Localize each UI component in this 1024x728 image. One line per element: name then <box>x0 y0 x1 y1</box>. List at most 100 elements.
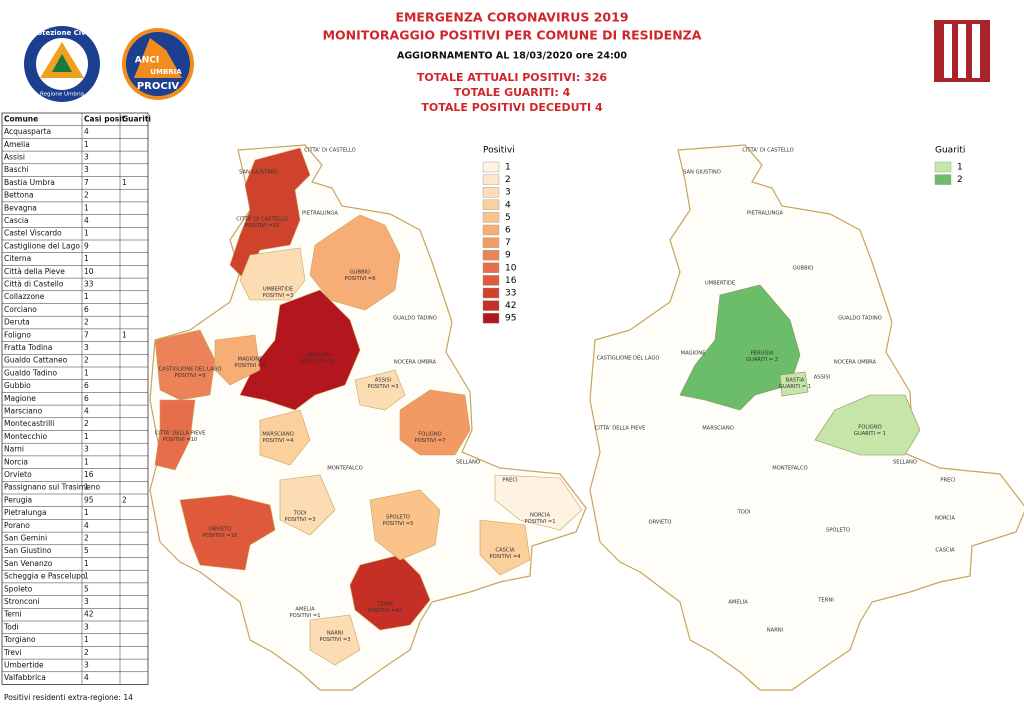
legend-label: 5 <box>505 213 511 223</box>
legend-swatch <box>934 174 952 185</box>
legend-label: 3 <box>505 188 511 198</box>
table-cell: 2 <box>122 495 127 504</box>
table-cell: Stronconi <box>4 597 40 606</box>
municipality-area <box>354 369 406 411</box>
table-cell: 1 <box>84 254 89 263</box>
municipality-label: AMELIA <box>728 600 748 606</box>
map-outline <box>589 144 1024 691</box>
municipality-area <box>399 389 471 456</box>
municipality-label: ASSISI <box>375 377 392 383</box>
table-cell: Collazzone <box>4 292 45 301</box>
table-cell: 7 <box>84 178 89 187</box>
table-cell: Scheggia e Pascelupo <box>4 572 86 581</box>
municipality-area <box>154 399 196 471</box>
table-cell: 3 <box>84 660 89 669</box>
municipality-label: NARNI <box>327 630 344 636</box>
logo-text: UMBRIA <box>150 68 182 76</box>
table-cell: 4 <box>84 127 89 136</box>
table-cell: 2 <box>84 318 89 327</box>
municipality-area <box>179 494 276 571</box>
table-cell: 3 <box>84 165 89 174</box>
municipality-label: ORVIETO <box>208 526 231 532</box>
table-cell: Passignano sul Trasimeno <box>4 483 100 492</box>
legend-swatch <box>482 212 500 223</box>
legend-label: 33 <box>505 289 516 299</box>
legend-label: 95 <box>505 314 516 324</box>
table-cell: Amelia <box>4 140 30 149</box>
legend-swatch <box>482 237 500 248</box>
table-cell: Magione <box>4 394 36 403</box>
municipality-label: NOCERA UMBRA <box>834 360 877 366</box>
table-cell: Deruta <box>4 318 30 327</box>
legend-label: 4 <box>505 200 511 210</box>
subtitle: MONITORAGGIO POSITIVI PER COMUNE DI RESI… <box>323 28 702 43</box>
municipality-label: CASTIGLIONE DEL LAGO <box>597 356 660 362</box>
municipality-area <box>369 489 441 561</box>
municipality-area <box>229 147 311 281</box>
table-cell: 2 <box>84 648 89 657</box>
municipality-label: GUARITI = 1 <box>779 384 811 390</box>
total-positives: TOTALE ATTUALI POSITIVI: 326 <box>417 71 607 84</box>
table-cell: 1 <box>84 140 89 149</box>
municipality-label: CITTA' DI CASTELLO <box>304 148 355 154</box>
table-cell: 5 <box>84 584 89 593</box>
municipality-label: POSITIVI =3 <box>367 384 398 390</box>
logo-anci: ANCI UMBRIA PROCIV <box>122 28 194 100</box>
municipality-area <box>279 474 336 536</box>
municipality-area <box>479 519 531 576</box>
table-cell: 4 <box>84 673 89 682</box>
table-cell: Montecchio <box>4 432 47 441</box>
table-cell: San Venanzo <box>4 559 53 568</box>
table-cell: Trevi <box>3 648 22 657</box>
municipality-area <box>309 614 361 666</box>
table-cell: 3 <box>84 152 89 161</box>
table-footer: Positivi residenti extra-regione: 14 <box>4 693 133 702</box>
table-cell: Corciano <box>4 305 37 314</box>
municipality-label: BASTIA <box>786 377 805 383</box>
table-cell: 6 <box>84 394 89 403</box>
table-cell: 42 <box>84 610 94 619</box>
table-cell: Narni <box>4 445 24 454</box>
municipality-label: SPOLETO <box>826 528 850 534</box>
municipality-label: POSITIVI =3 <box>284 517 315 523</box>
municipality-area <box>214 334 261 386</box>
municipality-label: TERNI <box>376 601 393 607</box>
legend-label: 7 <box>505 238 511 248</box>
column-header: Guariti <box>122 114 151 123</box>
table-cell: Gualdo Tadino <box>4 368 58 377</box>
table-cell: Gubbio <box>4 381 31 390</box>
municipality-label: MARSCIANO <box>262 431 294 437</box>
municipality-label: SPOLETO <box>386 514 410 520</box>
municipality-label: PERUGIA <box>307 352 330 358</box>
table-cell: Marsciano <box>4 406 43 415</box>
table-cell: 2 <box>84 356 89 365</box>
table-cell: Citerna <box>4 254 31 263</box>
municipality-label: SELLANO <box>893 460 917 466</box>
municipality-label: CITTA' DELLA PIEVE <box>155 430 206 436</box>
logo-text: PROCIV <box>137 81 180 92</box>
municipality-label: NARNI <box>767 628 784 634</box>
legend-title: Guariti <box>935 146 965 156</box>
municipality-area <box>309 214 401 311</box>
municipality-label: POSITIVI =4 <box>489 554 521 560</box>
municipality-label: AMELIA <box>295 606 315 612</box>
municipality-label: CITTA' DI CASTELLO <box>742 148 793 154</box>
table-cell: Torgiano <box>3 635 36 644</box>
municipality-label: POSITIVI =10 <box>163 437 197 443</box>
table-cell: Città di Castello <box>4 279 64 288</box>
title: EMERGENZA CORONAVIRUS 2019 <box>395 10 628 25</box>
table-cell: Foligno <box>4 330 31 339</box>
column-header: Comune <box>4 114 38 123</box>
municipality-area <box>349 554 431 631</box>
legend-label: 9 <box>505 251 511 261</box>
column-header: Casi posit <box>84 114 126 123</box>
table-cell: Cascia <box>4 216 29 225</box>
table-cell: 2 <box>84 419 89 428</box>
municipality-label: PRECI <box>940 478 956 484</box>
legend-swatch <box>482 161 500 173</box>
municipality-label: NOCERA UMBRA <box>394 360 437 366</box>
municipality-area <box>239 247 306 301</box>
municipality-label: POSITIVI =7 <box>414 438 445 444</box>
logo-text: Protezione Civile <box>29 29 96 37</box>
